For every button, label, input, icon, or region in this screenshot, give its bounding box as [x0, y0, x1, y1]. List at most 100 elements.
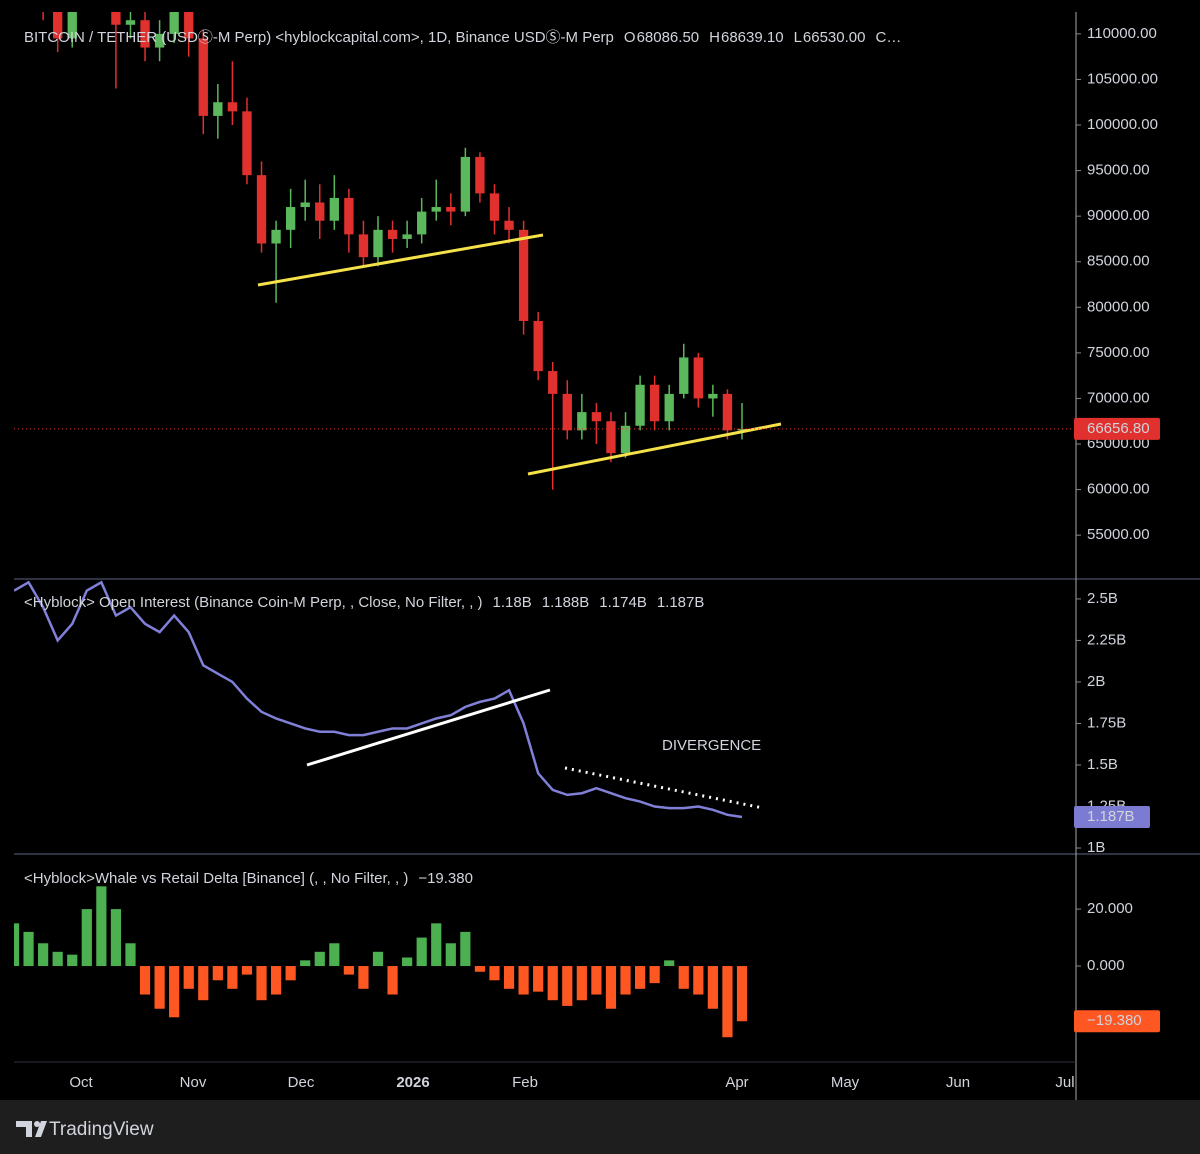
bar: [372, 951, 384, 967]
bar: [96, 886, 107, 967]
y-tick-label: 2B: [1087, 673, 1105, 690]
header-value: O: [624, 29, 636, 46]
candle-body: [562, 393, 572, 431]
candle-body: [154, 33, 165, 48]
bar: [489, 966, 500, 981]
y-tick-label: 100000.00: [1087, 116, 1158, 133]
bar: [314, 951, 325, 967]
bar: [445, 943, 456, 967]
bar: [605, 966, 617, 1009]
candle-body: [373, 229, 383, 258]
bar: [329, 943, 340, 967]
candle-body: [285, 207, 296, 230]
header-value: 1.174B: [599, 594, 647, 611]
time-axis-label: Jun: [946, 1074, 970, 1091]
candle-body: [358, 234, 369, 258]
bar: [125, 943, 136, 967]
candle-body: [475, 156, 485, 194]
bar: [139, 966, 151, 995]
y-tick-label: 90000.00: [1087, 207, 1150, 224]
bar: [460, 931, 471, 967]
plot-marks: [14, 12, 748, 1038]
bar: [518, 966, 529, 995]
candle-body: [329, 197, 339, 221]
last-value-label: 1.187B: [1087, 808, 1135, 825]
footer-bar: [0, 1100, 1200, 1154]
y-tick-label: 75000.00: [1087, 344, 1150, 361]
y-tick-label: 0.000: [1087, 957, 1125, 974]
candle-body: [300, 202, 310, 208]
bar: [722, 966, 733, 1038]
candle-body: [184, 12, 194, 39]
time-axis-label: Dec: [288, 1074, 315, 1091]
candle-body: [489, 193, 500, 221]
candle-body: [591, 412, 602, 422]
bar: [270, 966, 282, 995]
last-value-label: −19.380: [1087, 1012, 1142, 1029]
bar: [343, 966, 354, 975]
bar: [707, 966, 718, 1009]
y-tick-label: 55000.00: [1087, 526, 1150, 543]
candle-body: [737, 428, 747, 431]
panel: [14, 580, 743, 819]
header-value: 66530.00: [803, 29, 866, 46]
trend-line: [527, 422, 782, 476]
candle-body: [548, 371, 558, 394]
candle-body: [504, 220, 514, 230]
trend-line-dotted: [564, 766, 764, 810]
time-axis-label: Jul: [1055, 1074, 1074, 1091]
y-tick-label: 95000.00: [1087, 162, 1150, 179]
candle-body: [679, 357, 689, 394]
candle-body: [198, 38, 208, 116]
candle-body: [533, 320, 543, 372]
y-tick-label: 60000.00: [1087, 481, 1150, 498]
candle-body: [606, 421, 616, 454]
header-value: L: [794, 29, 802, 46]
bar: [678, 966, 689, 989]
bar: [431, 923, 442, 967]
candle-body: [387, 229, 398, 239]
candle-body: [431, 207, 441, 212]
header-value: C…: [875, 29, 901, 46]
bar: [620, 966, 631, 995]
bar: [52, 951, 63, 967]
header-value: 1.188B: [542, 594, 590, 611]
last-value-label: 66656.80: [1087, 420, 1150, 437]
oi-line: [14, 580, 743, 819]
candle-body: [417, 211, 427, 235]
bar: [67, 954, 78, 967]
bar: [81, 909, 92, 967]
y-tick-label: 2.5B: [1087, 590, 1118, 607]
last-value-box: [1074, 417, 1160, 440]
panel: [14, 886, 748, 1038]
trend-line: [306, 688, 551, 767]
bar: [23, 931, 34, 967]
time-axis-label: Nov: [180, 1074, 207, 1091]
candle-body: [242, 111, 252, 176]
y-tick-label: 1.5B: [1087, 756, 1118, 773]
bar: [285, 966, 296, 981]
candle-body: [111, 12, 121, 25]
trend-line: [257, 233, 544, 287]
bar: [576, 966, 587, 1001]
time-axis-label: Apr: [725, 1074, 748, 1091]
footer-brand: TradingView: [49, 1119, 154, 1140]
header-value: H: [709, 29, 720, 46]
time-axis-label: Feb: [512, 1074, 538, 1091]
candle-body: [635, 384, 645, 426]
candle-body: [213, 102, 223, 116]
y-tick-label: 70000.00: [1087, 389, 1150, 406]
candle-body: [53, 12, 63, 39]
bar: [241, 966, 253, 975]
y-tick-label: 80000.00: [1087, 298, 1150, 315]
header-value: 1.18B: [493, 594, 532, 611]
candle-body: [67, 12, 77, 39]
bar: [14, 923, 20, 967]
bar: [300, 960, 311, 967]
bar: [358, 966, 369, 989]
candle-body: [577, 412, 587, 431]
candle-body: [169, 12, 179, 34]
bar: [38, 943, 49, 967]
bar: [154, 966, 165, 1009]
time-axis-label: 2026: [396, 1074, 429, 1091]
